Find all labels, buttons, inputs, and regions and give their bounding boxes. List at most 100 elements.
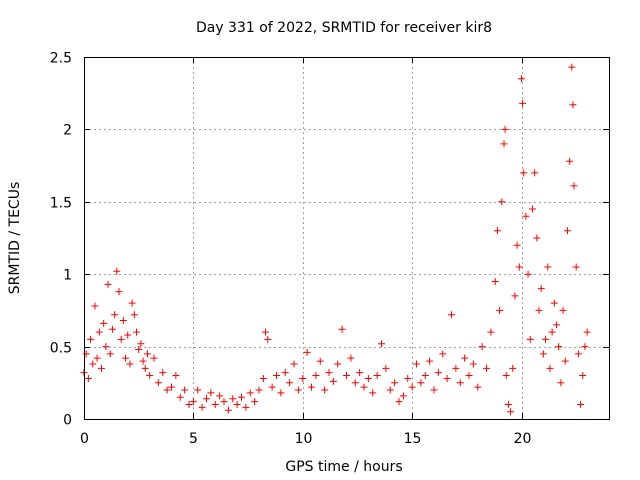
data-point (299, 374, 307, 382)
data-point (430, 386, 438, 394)
data-point (520, 169, 528, 177)
data-point (546, 364, 554, 372)
data-point (168, 383, 175, 391)
data-point (373, 372, 381, 380)
data-point (154, 379, 162, 387)
data-point (194, 386, 202, 394)
data-points (80, 63, 591, 416)
data-point (426, 357, 434, 365)
data-point (452, 364, 460, 372)
data-point (122, 354, 130, 362)
data-point (308, 383, 315, 391)
data-point (321, 386, 329, 394)
data-point (133, 328, 140, 336)
chart-title: Day 331 of 2022, SRMTID for receiver kir… (196, 20, 492, 36)
data-point (176, 393, 184, 401)
x-tick-label: 5 (189, 431, 198, 447)
data-point (515, 263, 523, 271)
data-point (294, 386, 302, 394)
data-point (224, 406, 232, 414)
data-point (526, 335, 534, 343)
data-point (360, 383, 368, 391)
data-point (528, 205, 536, 213)
data-point (491, 277, 499, 285)
data-point (465, 372, 473, 380)
data-point (91, 302, 99, 310)
data-point (277, 389, 285, 397)
data-point (141, 364, 149, 372)
data-point (382, 364, 390, 372)
data-point (216, 392, 224, 400)
data-point (139, 357, 147, 365)
data-point (281, 369, 289, 377)
data-point (493, 227, 501, 235)
data-point (443, 374, 451, 382)
data-point (93, 354, 101, 362)
data-point (343, 372, 350, 380)
data-point (539, 350, 547, 358)
data-point (553, 321, 560, 329)
data-point (102, 343, 110, 351)
data-point (568, 63, 576, 71)
data-point (117, 335, 125, 343)
x-tick-label: 20 (514, 431, 532, 447)
x-tick-label: 10 (295, 431, 313, 447)
data-point (519, 99, 527, 107)
data-point (198, 403, 206, 411)
data-point (544, 263, 552, 271)
data-point (268, 383, 276, 391)
data-point (507, 408, 515, 416)
data-point (126, 360, 134, 368)
data-point (577, 401, 585, 409)
data-point (264, 335, 272, 343)
data-point (502, 372, 510, 380)
data-point (229, 395, 237, 403)
data-point (128, 299, 136, 307)
x-axis-label: GPS time / hours (285, 459, 402, 475)
data-point (220, 398, 228, 406)
data-point (501, 125, 509, 133)
y-tick-label: 2 (63, 123, 72, 139)
plot-frame (84, 57, 610, 420)
data-point (581, 343, 589, 351)
data-point (203, 395, 210, 403)
data-point (185, 401, 193, 409)
data-point (522, 212, 530, 220)
data-point (509, 364, 517, 372)
data-point (325, 369, 333, 377)
data-point (87, 335, 95, 343)
data-point (159, 369, 167, 377)
x-tick-label: 15 (404, 431, 422, 447)
data-point (338, 325, 346, 333)
data-point (334, 360, 342, 368)
data-point (518, 75, 525, 83)
data-point (181, 386, 189, 394)
data-point (570, 182, 578, 190)
data-point (498, 198, 506, 206)
data-point (469, 360, 477, 368)
data-point (478, 343, 486, 351)
data-point (95, 328, 103, 336)
data-point (84, 374, 92, 382)
data-point (351, 379, 359, 387)
data-point (115, 288, 123, 296)
data-point (246, 389, 254, 397)
data-point (251, 398, 259, 406)
data-point (417, 379, 425, 387)
y-tick-label: 1 (63, 268, 72, 284)
data-point (557, 379, 565, 387)
data-point (98, 364, 105, 372)
data-point (259, 374, 267, 382)
y-tick-label: 0 (63, 413, 72, 429)
data-point (82, 350, 90, 358)
data-point (135, 345, 143, 353)
data-point (535, 306, 543, 314)
data-point (483, 364, 490, 372)
data-point (524, 270, 532, 278)
data-point (421, 372, 429, 380)
data-point (386, 386, 394, 394)
data-point (566, 157, 574, 165)
data-point (303, 348, 311, 356)
data-point (242, 403, 250, 411)
